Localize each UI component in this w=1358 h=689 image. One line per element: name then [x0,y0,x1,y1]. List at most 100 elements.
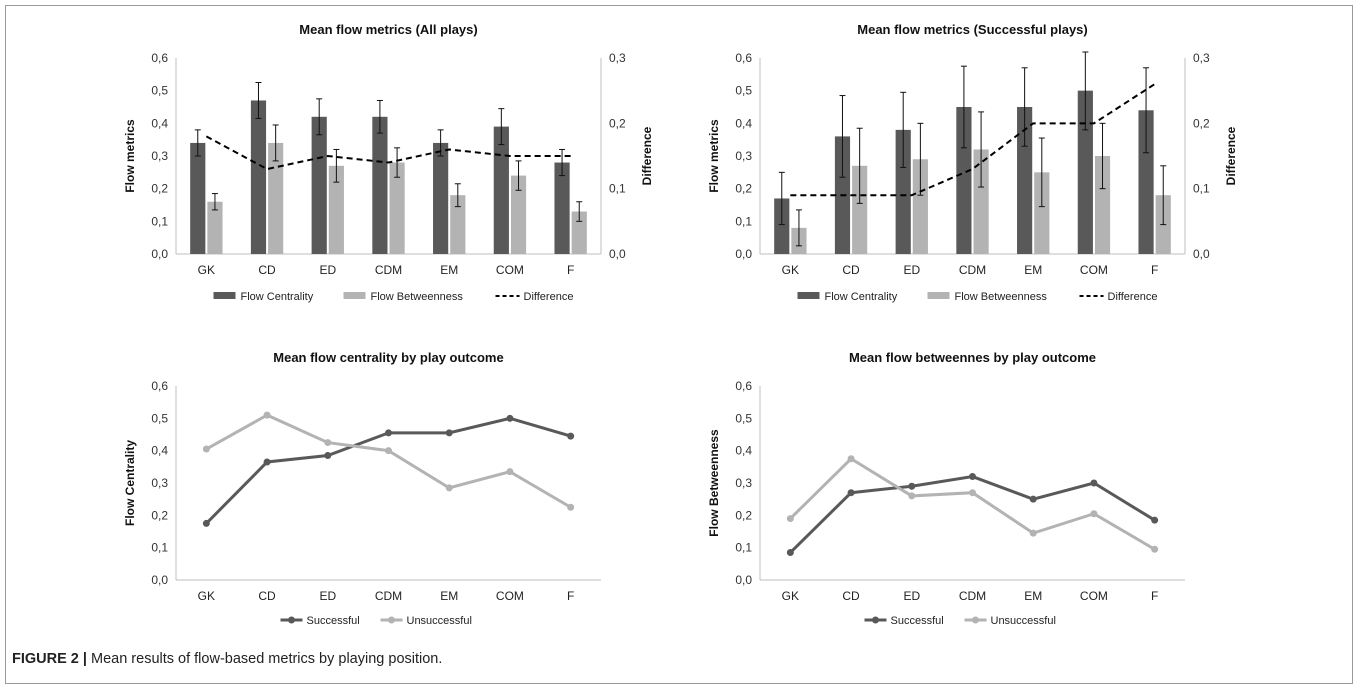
chart1-difference-line [205,135,571,171]
chart2-bar-betweenness [912,159,928,254]
chart4-title: Mean flow betweennes by play outcome [849,350,1096,365]
chart4-ytick-label: 0,1 [735,541,752,555]
chart2-legend-swatch-betweenness [927,292,950,299]
chart2-bar-betweenness [973,149,989,254]
chart4-line-successful [789,474,1156,554]
chart2-legend-swatch-centrality [797,292,820,299]
chart4-point-successful [1029,495,1037,503]
chart2-ytick-label: 0,2 [735,182,752,196]
chart3-ylabel: Flow Centrality [123,440,137,526]
chart1-xtick-label: CD [258,263,276,277]
chart1-bar-betweenness [450,195,466,254]
chart1-ytick-label: 0,3 [151,149,168,163]
chart2-bar-centrality [895,129,911,254]
chart2-legend-label-difference: Difference [1108,291,1158,303]
chart3-point-successful [263,458,271,466]
chart4-point-unsuccessful [908,492,916,500]
chart1-xtick-label: ED [319,263,336,277]
chart2-xtick-label: ED [903,263,920,277]
chart1-xtick-label: GK [198,263,215,277]
chart3-ytick-label: 0,6 [151,379,168,393]
chart2-difference-line [790,83,1156,197]
chart4-point-unsuccessful [1151,545,1159,553]
chart1-bar-betweenness [510,175,527,254]
chart3-point-unsuccessful [263,411,271,419]
chart3-ytick-label: 0,1 [151,541,168,555]
chart3-ytick-label: 0,4 [151,444,168,458]
chart2-bar-centrality [1017,107,1033,254]
chart1-title: Mean flow metrics (All plays) [299,22,477,37]
chart2-ytick-label: 0,3 [735,149,752,163]
chart4-legend-label-unsuccessful: Unsuccessful [991,615,1056,627]
chart4-xtick-label: EM [1024,589,1042,603]
chart2-bar-centrality [1077,90,1093,255]
chart1-legend-swatch-centrality [213,292,236,299]
chart1-bar-centrality [433,142,449,254]
figure-caption: FIGURE 2 | Mean results of flow-based me… [12,651,442,667]
chart4-point-unsuccessful [847,455,855,463]
chart2-xtick-label: F [1151,263,1158,277]
caption-label: FIGURE 2 | [12,651,87,667]
chart3-ytick-label: 0,2 [151,508,168,522]
chart1-bar-betweenness [389,162,405,254]
chart1-xtick-label: COM [496,263,524,277]
chart2-ytick-label: 0,5 [735,84,752,98]
caption-text: Mean results of flow-based metrics by pl… [86,651,443,667]
chart1-y2tick-label: 0,0 [609,247,626,261]
chart2-y2tick-label: 0,3 [1193,51,1210,65]
chart3-point-successful [324,452,332,460]
chart3-ytick-label: 0,5 [151,411,168,425]
chart3-point-unsuccessful [445,484,453,492]
chart4-xtick-label: GK [782,589,799,603]
chart2-y2tick-label: 0,2 [1193,116,1210,130]
chart1-y2tick-label: 0,1 [609,182,626,196]
chart3-legend-marker-successful [288,616,295,624]
chart4-legend-marker-unsuccessful [972,616,979,624]
chart2-bar-centrality [1138,110,1154,255]
chart4-point-successful [908,482,916,490]
chart2-ytick-label: 0,0 [735,247,752,261]
chart4-ytick-label: 0,6 [735,379,752,393]
chart1-bar-centrality [493,126,509,254]
chart2-legend-label-betweenness: Flow Betweenness [955,291,1048,303]
chart3-xtick-label: CDM [375,589,402,603]
chart4-xtick-label: CD [842,589,860,603]
chart2-y2label: Difference [1224,126,1238,185]
chart4-point-successful [847,489,855,497]
chart4-line-unsuccessful [789,456,1156,551]
chart1-ytick-label: 0,1 [151,214,168,228]
chart2-legend-label-centrality: Flow Centrality [825,291,898,303]
chart1-xtick-label: F [567,263,574,277]
chart2-xtick-label: COM [1080,263,1108,277]
chart1-y2tick-label: 0,2 [609,116,626,130]
chart4-point-successful [1090,479,1098,487]
chart1-legend-swatch-betweenness [343,292,366,299]
chart3-ytick-label: 0,0 [151,573,168,587]
chart1-ytick-label: 0,0 [151,247,168,261]
chart4-legend-marker-successful [872,616,879,624]
chart4-point-successful [786,549,794,557]
chart3-point-successful [445,429,453,437]
chart3-point-successful [567,432,575,440]
chart1-ytick-label: 0,4 [151,116,168,130]
chart3-point-unsuccessful [506,468,514,476]
chart3-point-successful [506,414,514,422]
chart3-point-unsuccessful [202,445,210,453]
chart2-xtick-label: EM [1024,263,1042,277]
chart4-point-unsuccessful [969,489,976,497]
chart3-xtick-label: F [567,589,574,603]
chart2-xtick-label: CDM [959,263,986,277]
chart4-point-successful [1151,516,1159,524]
chart1-ylabel: Flow metrics [123,119,137,193]
chart3-point-unsuccessful [324,439,332,447]
chart4-ytick-label: 0,4 [735,444,752,458]
chart3-point-successful [385,429,392,437]
chart1-legend-label-centrality: Flow Centrality [241,291,314,303]
chart3-point-unsuccessful [567,503,575,511]
chart3-xtick-label: ED [319,589,336,603]
chart1-bar-centrality [190,142,206,254]
chart2-bar-centrality [774,198,790,254]
chart3-legend-label-unsuccessful: Unsuccessful [407,615,472,627]
chart2-ytick-label: 0,1 [735,214,752,228]
